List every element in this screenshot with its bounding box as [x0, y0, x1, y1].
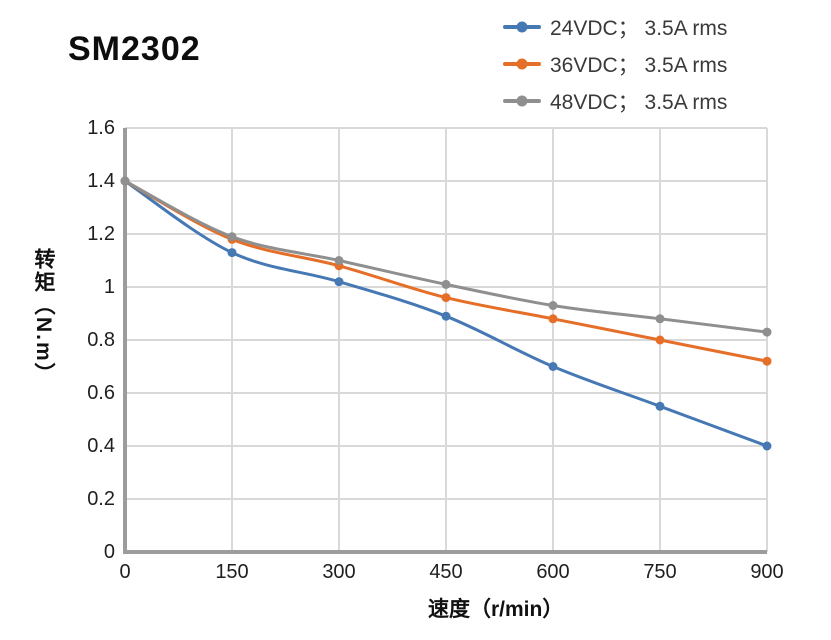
- data-point-marker: [762, 356, 772, 366]
- chart-title: SM2302: [68, 30, 201, 68]
- x-tick-label: 150: [215, 561, 249, 583]
- data-point-marker: [762, 441, 772, 451]
- data-point-marker: [334, 256, 344, 265]
- data-point-marker: [762, 327, 772, 337]
- y-tick-label: 1.6: [87, 117, 115, 139]
- legend-item-24vdc: 24VDC； 3.5A rms: [503, 13, 727, 40]
- y-tick-label: 0.8: [87, 329, 115, 351]
- x-tick-label: 600: [536, 561, 570, 583]
- legend-line-marker-icon: [503, 21, 541, 32]
- legend-label: 48VDC； 3.5A rms: [550, 90, 728, 114]
- x-tick-label: 450: [429, 561, 463, 583]
- data-point-marker: [120, 176, 130, 186]
- x-tick-label: 0: [119, 561, 131, 583]
- data-point-marker: [334, 277, 344, 287]
- data-point-marker: [441, 293, 451, 303]
- y-tick-label: 0.4: [87, 435, 115, 457]
- data-point-marker: [441, 279, 451, 289]
- legend-line-marker-icon: [503, 95, 541, 106]
- x-tick-label: 750: [643, 561, 677, 583]
- legend-label: 36VDC； 3.5A rms: [550, 53, 728, 77]
- y-tick-label: 1.2: [87, 223, 115, 245]
- legend-item-48vdc: 48VDC； 3.5A rms: [503, 87, 727, 114]
- x-tick-label: 900: [750, 561, 784, 583]
- y-tick-label: 0: [103, 541, 115, 563]
- x-tick-label: 300: [322, 561, 356, 583]
- data-point-marker: [655, 314, 665, 324]
- data-point-marker: [227, 248, 237, 258]
- y-tick-label: 1.4: [87, 170, 115, 192]
- legend-line-marker-icon: [503, 58, 541, 69]
- data-point-marker: [548, 314, 558, 324]
- data-point-marker: [655, 335, 665, 345]
- legend-item-36vdc: 36VDC； 3.5A rms: [503, 50, 727, 77]
- y-axis-title: 转矩（N.m）: [32, 248, 55, 386]
- data-point-marker: [548, 301, 558, 310]
- x-axis-title: 速度（r/min）: [428, 598, 564, 621]
- y-tick-label: 0.2: [87, 488, 115, 510]
- legend: 24VDC； 3.5A rms 36VDC； 3.5A rms 48VDC； 3…: [503, 13, 727, 124]
- data-point-marker: [655, 401, 665, 411]
- data-point-marker: [441, 311, 451, 321]
- legend-label: 24VDC； 3.5A rms: [550, 16, 728, 40]
- y-tick-label: 0.6: [87, 382, 115, 404]
- data-point-marker: [548, 362, 558, 371]
- y-tick-label: 1: [103, 276, 115, 298]
- data-point-marker: [227, 232, 237, 242]
